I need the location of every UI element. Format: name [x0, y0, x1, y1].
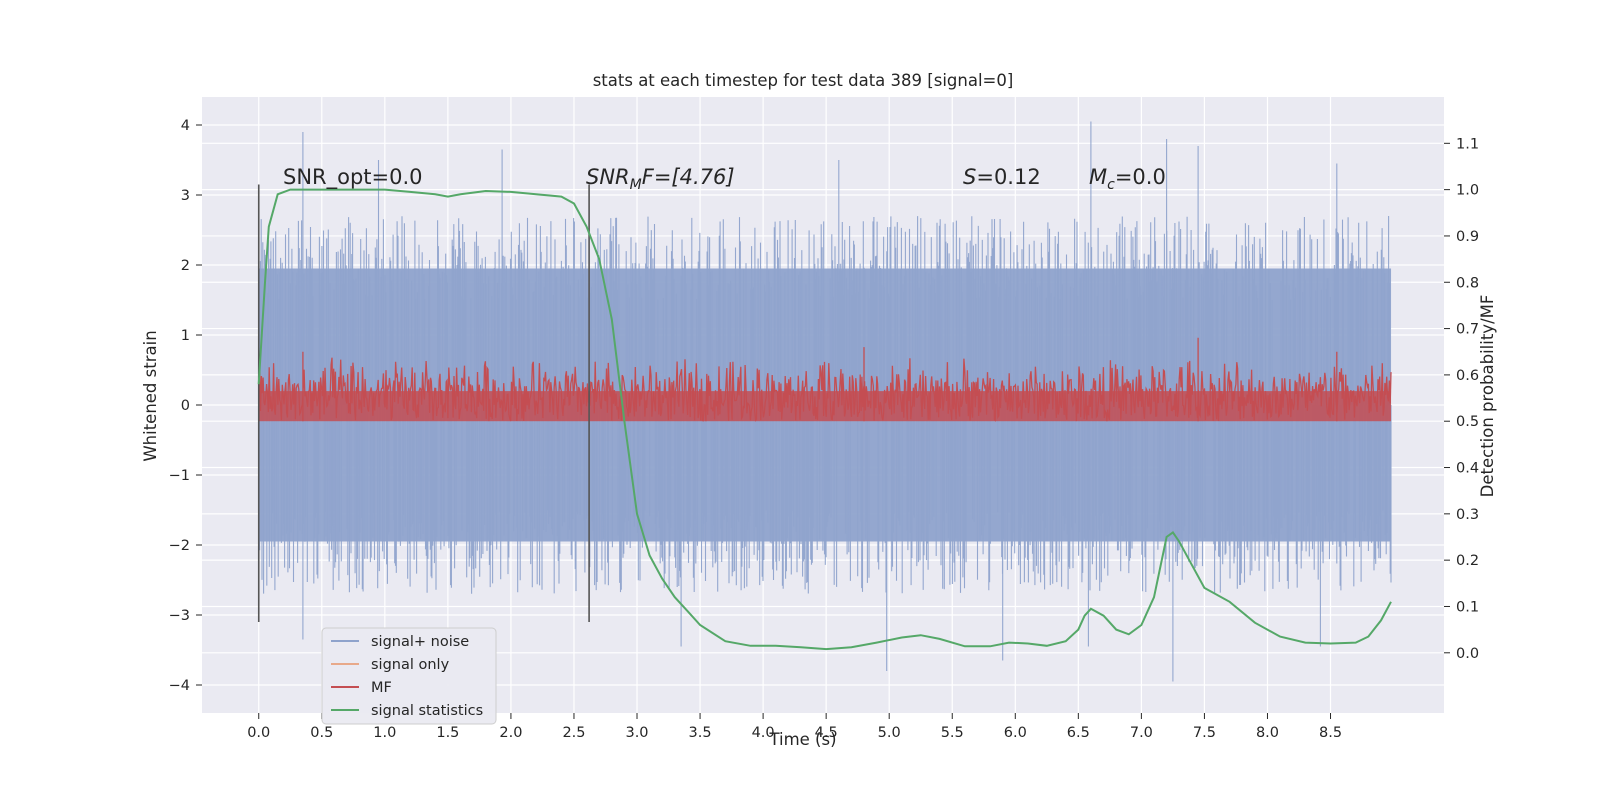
x-tick-label: 4.0 — [752, 725, 775, 741]
annotation-snr-mf: SNRMF=[4.76] — [586, 165, 735, 193]
x-tick-label: 0.5 — [310, 725, 333, 741]
x-tick-label: 1.0 — [373, 725, 396, 741]
vertical-markers — [257, 184, 590, 622]
y-tick-label-left: −1 — [169, 468, 190, 484]
legend-label-mf: MF — [371, 680, 392, 696]
annotation-snr-opt: SNR_opt=0.0 — [283, 165, 423, 190]
y-tick-label-right: 1.0 — [1456, 183, 1479, 199]
legend-box — [321, 627, 497, 725]
annotation-s-stat: S=0.12 — [963, 165, 1041, 189]
y-tick-label-right: 0.5 — [1456, 414, 1479, 430]
y-tick-label-right: 0.1 — [1456, 599, 1479, 615]
y-tick-label-left: 3 — [181, 188, 190, 204]
y-tick-label-right: 0.0 — [1456, 646, 1479, 662]
mf-band — [258, 391, 1392, 422]
y-tick-label-left: 0 — [181, 398, 190, 414]
x-tick-label: 3.0 — [625, 725, 648, 741]
legend-label-signal-noise: signal+ noise — [371, 634, 469, 650]
mf-trace — [258, 337, 1392, 422]
y-tick-label-left: −2 — [169, 538, 190, 554]
chart-title: stats at each timestep for test data 389… — [593, 71, 1014, 90]
left-y-axis: 4 3 2 1 0 −1 −2 −3 −4 — [169, 118, 202, 694]
y-axis-label-left: Whitened strain — [141, 330, 160, 461]
y-tick-label-right: 0.4 — [1456, 461, 1479, 477]
y-tick-label-right: 0.3 — [1456, 507, 1479, 523]
y-tick-label-right: 1.1 — [1456, 136, 1479, 152]
x-tick-label: 2.5 — [562, 725, 585, 741]
x-tick-label: 6.0 — [1004, 725, 1027, 741]
mf-series — [258, 337, 1392, 422]
y-tick-label-right: 0.8 — [1456, 275, 1479, 291]
x-tick-label: 8.5 — [1319, 725, 1342, 741]
legend-label-signal-only: signal only — [371, 657, 450, 673]
annotation-mc: Mc=0.0 — [1089, 165, 1166, 193]
y-axis-label-right: Detection probability/MF — [1478, 295, 1497, 498]
x-tick-label: 6.5 — [1067, 725, 1090, 741]
y-tick-label-left: 2 — [181, 258, 190, 274]
y-tick-label-left: −3 — [169, 608, 190, 624]
right-y-axis: 1.1 1.0 0.9 0.8 0.7 0.6 0.5 0.4 0.3 0.2 0.1 0.0 — [1444, 136, 1479, 662]
x-tick-label: 0.0 — [247, 725, 270, 741]
x-tick-label: 3.5 — [689, 725, 712, 741]
y-tick-label-left: 4 — [181, 118, 190, 134]
signal-statistics-line — [257, 188, 1392, 651]
y-tick-label-right: 0.9 — [1456, 229, 1479, 245]
x-axis-label: Time (s) — [768, 730, 836, 749]
x-tick-label: 1.5 — [436, 725, 459, 741]
y-tick-label-right: 0.7 — [1456, 322, 1479, 338]
legend-label-signal-statistics: signal statistics — [371, 703, 483, 719]
x-tick-label: 7.0 — [1130, 725, 1153, 741]
legend: signal+ noise signal only MF signal stat… — [321, 627, 497, 725]
x-tick-label: 4.5 — [815, 725, 838, 741]
x-tick-label: 8.0 — [1256, 725, 1279, 741]
x-tick-label: 5.0 — [878, 725, 901, 741]
x-axis: 0.0 0.5 1.0 1.5 2.0 2.5 3.0 3.5 4.0 4.5 5.0 5.5 6.0 6… — [247, 713, 1342, 741]
y-tick-label-left: 1 — [181, 328, 190, 344]
x-tick-label: 2.0 — [499, 725, 522, 741]
y-tick-label-right: 0.6 — [1456, 368, 1479, 384]
y-tick-label-right: 0.2 — [1456, 553, 1479, 569]
y-tick-label-left: −4 — [169, 678, 190, 694]
x-tick-label: 5.5 — [941, 725, 964, 741]
x-tick-label: 7.5 — [1193, 725, 1216, 741]
